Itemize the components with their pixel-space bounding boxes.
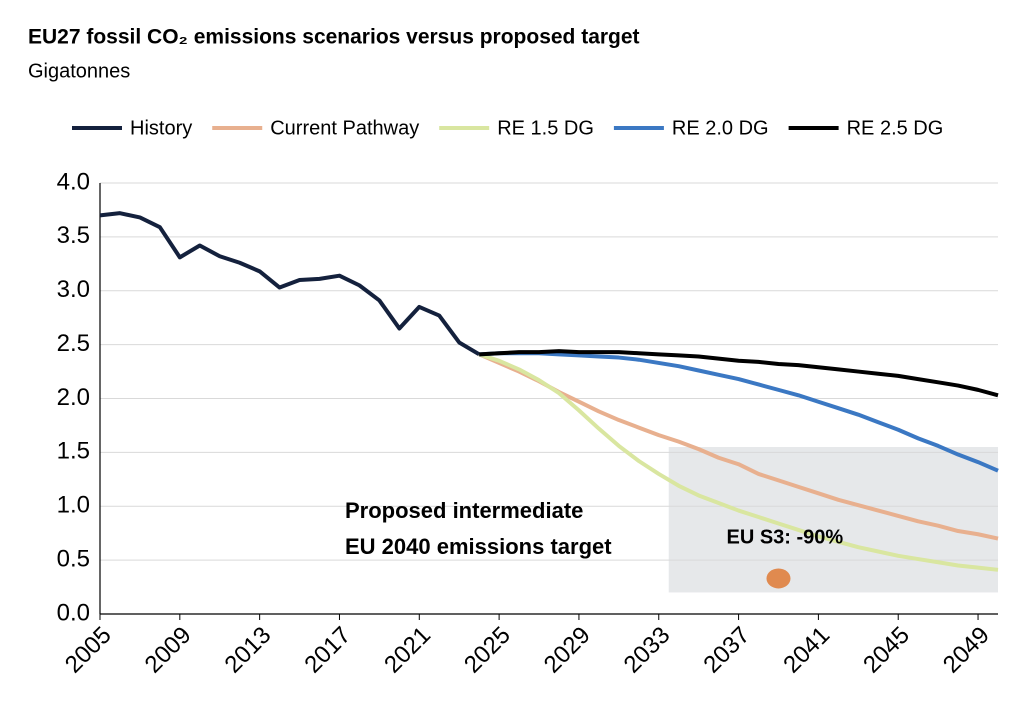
x-tick-label: 2049 (938, 622, 995, 679)
x-tick-label: 2009 (140, 622, 197, 679)
series-line (479, 349, 999, 398)
y-tick-label: 0.0 (57, 599, 90, 626)
series-line (99, 211, 481, 357)
target-label: EU S3: -90% (726, 526, 843, 548)
chart-subtitle: Gigatonnes (28, 60, 130, 82)
legend-label: RE 1.5 DG (497, 117, 594, 139)
x-tick-label: 2037 (698, 622, 755, 679)
x-tick-label: 2005 (60, 622, 117, 679)
legend-label: RE 2.0 DG (672, 117, 769, 139)
annotation: Proposed intermediate (345, 498, 583, 523)
x-tick-label: 2041 (778, 622, 835, 679)
y-tick-label: 3.0 (57, 276, 90, 303)
target-point (766, 568, 791, 589)
series-line (478, 352, 999, 541)
x-tick-label: 2017 (299, 622, 356, 679)
y-tick-label: 4.0 (57, 168, 90, 195)
x-tick-label: 2033 (619, 622, 676, 679)
y-tick-label: 2.0 (57, 384, 90, 411)
legend-label: Current Pathway (270, 117, 419, 139)
x-tick-label: 2025 (459, 622, 516, 679)
x-tick-label: 2021 (379, 622, 436, 679)
y-tick-label: 0.5 (57, 545, 90, 572)
annotation: EU 2040 emissions target (345, 534, 612, 559)
x-tick-label: 2013 (220, 622, 277, 679)
chart-title: EU27 fossil CO₂ emissions scenarios vers… (28, 26, 640, 49)
y-tick-label: 3.5 (57, 222, 90, 249)
legend-label: RE 2.5 DG (847, 117, 944, 139)
y-tick-label: 1.5 (57, 438, 90, 465)
x-tick-label: 2029 (539, 622, 596, 679)
series-line (478, 352, 999, 572)
x-tick-label: 2045 (858, 622, 915, 679)
y-tick-label: 2.5 (57, 330, 90, 357)
y-tick-label: 1.0 (57, 492, 90, 519)
legend-label: History (130, 117, 192, 139)
target-region (668, 446, 998, 593)
series-line (479, 351, 999, 473)
